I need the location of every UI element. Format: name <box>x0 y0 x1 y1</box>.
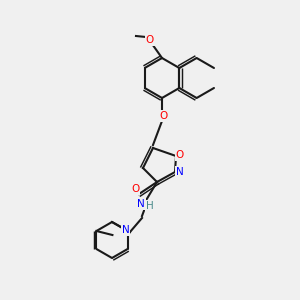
Text: O: O <box>159 111 167 121</box>
Text: O: O <box>176 150 184 160</box>
Text: O: O <box>131 184 139 194</box>
Text: H: H <box>146 201 154 211</box>
Text: O: O <box>146 35 154 45</box>
Text: N: N <box>176 167 184 177</box>
Text: N: N <box>137 199 145 209</box>
Text: N: N <box>122 225 130 235</box>
